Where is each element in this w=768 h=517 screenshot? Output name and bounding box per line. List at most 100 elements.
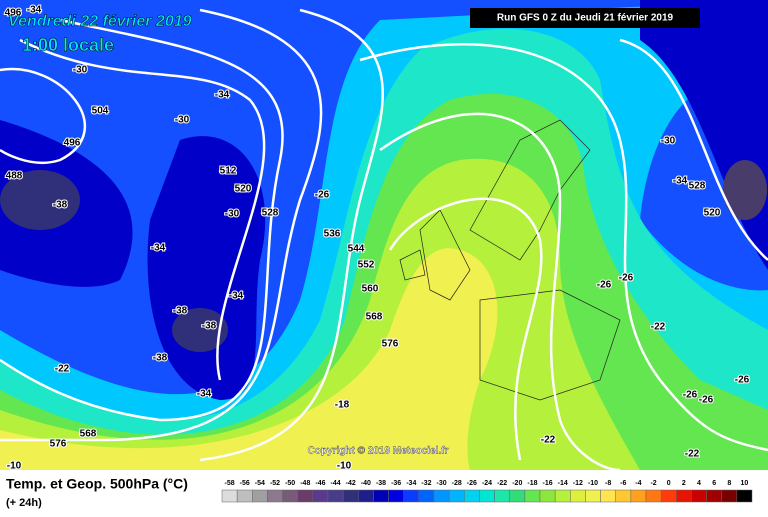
scale-label: 6 bbox=[712, 480, 716, 487]
scale-swatch bbox=[464, 489, 480, 503]
map-label: -38 bbox=[153, 353, 168, 364]
scale-label: -54 bbox=[255, 480, 265, 487]
map-label: 488 bbox=[6, 171, 23, 182]
scale-swatch bbox=[706, 489, 722, 503]
map-label: 528 bbox=[262, 208, 279, 219]
scale-swatch bbox=[403, 489, 420, 503]
scale-swatch bbox=[373, 489, 389, 503]
map-label: -22 bbox=[541, 435, 556, 446]
scale-label: -24 bbox=[482, 480, 492, 487]
map-label: -38 bbox=[173, 306, 188, 317]
scale-swatch bbox=[252, 489, 268, 503]
scale-swatch bbox=[676, 489, 692, 503]
map-label: -30 bbox=[225, 209, 240, 220]
scale-label: -6 bbox=[620, 480, 626, 487]
scale-swatch bbox=[691, 489, 707, 503]
map-label: 568 bbox=[80, 429, 97, 440]
map-label: -26 bbox=[699, 395, 714, 406]
map-label: 520 bbox=[704, 208, 721, 219]
scale-label: -50 bbox=[285, 480, 295, 487]
scale-label: 4 bbox=[697, 480, 701, 487]
scale-swatch bbox=[433, 489, 450, 503]
scale-label: -8 bbox=[605, 480, 611, 487]
scale-label: -34 bbox=[406, 480, 416, 487]
scale-label: -46 bbox=[315, 480, 325, 487]
scale-label: -38 bbox=[376, 480, 386, 487]
scale-label: -30 bbox=[437, 480, 447, 487]
scale-label: 2 bbox=[682, 480, 686, 487]
scale-swatch bbox=[282, 489, 298, 503]
scale-label: -44 bbox=[331, 480, 341, 487]
map-label: -34 bbox=[27, 5, 42, 16]
map-label: 544 bbox=[348, 244, 365, 255]
map-label: -30 bbox=[661, 136, 676, 147]
scale-swatch bbox=[615, 489, 632, 503]
scale-swatch bbox=[297, 489, 314, 503]
forecast-time: 1:00 locale bbox=[22, 35, 114, 55]
map-label: 576 bbox=[382, 339, 399, 350]
temperature-field bbox=[723, 160, 767, 220]
scale-swatch bbox=[600, 489, 616, 503]
scale-swatch bbox=[312, 489, 329, 503]
map-label: -34 bbox=[215, 90, 230, 101]
scale-swatch bbox=[660, 489, 677, 503]
scale-label: -16 bbox=[543, 480, 553, 487]
scale-swatch bbox=[539, 489, 556, 503]
scale-label: 8 bbox=[727, 480, 731, 487]
scale-label: 0 bbox=[667, 480, 671, 487]
map-label: -10 bbox=[7, 461, 22, 472]
scale-swatch bbox=[721, 489, 738, 503]
map-label: -38 bbox=[53, 200, 68, 211]
map-label: -26 bbox=[619, 273, 634, 284]
scale-swatch bbox=[736, 489, 753, 503]
scale-swatch bbox=[358, 489, 374, 503]
map-label: -34 bbox=[229, 291, 244, 302]
contour-line bbox=[19, 38, 266, 381]
map-label: 504 bbox=[92, 106, 109, 117]
contour-line bbox=[379, 112, 621, 472]
scale-label: -32 bbox=[421, 480, 431, 487]
map-label: 512 bbox=[220, 166, 237, 177]
map-label: -30 bbox=[73, 65, 88, 76]
map-label: 520 bbox=[235, 184, 252, 195]
scale-swatch bbox=[494, 489, 510, 503]
contour-line bbox=[388, 197, 543, 461]
temperature-field bbox=[172, 308, 228, 352]
scale-swatch bbox=[327, 489, 344, 503]
temperature-field bbox=[0, 170, 80, 230]
map-label: 496 bbox=[5, 8, 22, 19]
map-label: -30 bbox=[175, 115, 190, 126]
scale-swatch bbox=[418, 489, 435, 503]
map-label: -22 bbox=[651, 322, 666, 333]
scale-label: -42 bbox=[346, 480, 356, 487]
scale-label: -10 bbox=[588, 480, 598, 487]
map-label: -26 bbox=[683, 390, 698, 401]
scale-label: -14 bbox=[558, 480, 568, 487]
forecast-date: Vendredi 22 février 2019 bbox=[8, 13, 192, 30]
scale-label: -26 bbox=[467, 480, 477, 487]
map-label: 568 bbox=[366, 312, 383, 323]
map-label: -10 bbox=[337, 461, 352, 472]
temperature-field bbox=[0, 248, 498, 470]
scale-swatch bbox=[524, 489, 541, 503]
map-label: 560 bbox=[362, 284, 379, 295]
scale-swatch bbox=[388, 489, 404, 503]
run-box bbox=[470, 8, 700, 28]
scale-label: -12 bbox=[573, 480, 583, 487]
map-label: -26 bbox=[735, 375, 750, 386]
scale-label: -52 bbox=[270, 480, 280, 487]
map-label: -34 bbox=[197, 389, 212, 400]
map-label: -38 bbox=[202, 321, 217, 332]
footer-lead: (+ 24h) bbox=[6, 497, 42, 509]
scale-label: -58 bbox=[225, 480, 235, 487]
map-label: -18 bbox=[335, 400, 350, 411]
scale-label: -2 bbox=[650, 480, 656, 487]
scale-label: -22 bbox=[497, 480, 507, 487]
map-label: 528 bbox=[689, 181, 706, 192]
map-label: 536 bbox=[324, 229, 341, 240]
scale-swatch bbox=[236, 489, 253, 503]
contour-line bbox=[0, 18, 284, 422]
contour-line bbox=[619, 38, 768, 261]
